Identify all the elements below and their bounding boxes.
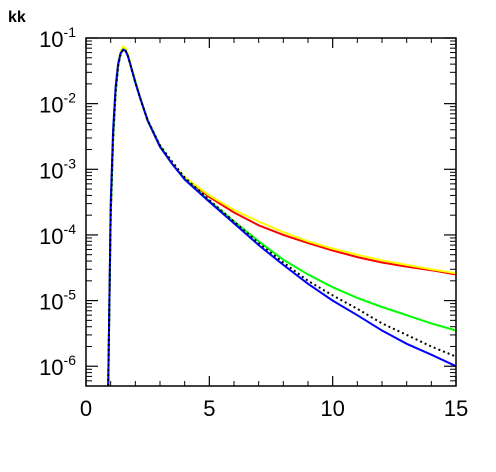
series-line-2 xyxy=(107,45,457,387)
y-tick-label: 10-3 xyxy=(39,155,76,183)
y-tick-label: 10-5 xyxy=(39,287,76,315)
series-line-4 xyxy=(107,48,457,387)
series-layer xyxy=(107,45,457,387)
y-tick-label: 10-2 xyxy=(39,90,76,118)
y-tick-label: 10-6 xyxy=(39,352,76,380)
y-tick-label: 10-1 xyxy=(39,24,76,52)
series-line-3 xyxy=(107,48,457,387)
x-tick-label: 0 xyxy=(80,396,92,421)
x-tick-label: 10 xyxy=(320,396,344,421)
series-line-5 xyxy=(107,48,457,387)
x-axis: 0 5 10 15 xyxy=(80,38,468,421)
plot-frame xyxy=(85,37,457,387)
y-tick-label: 10-4 xyxy=(39,221,76,249)
x-tick-label: 5 xyxy=(203,396,215,421)
series-line-1 xyxy=(107,47,457,387)
x-tick-label: 15 xyxy=(444,396,468,421)
chart-title: kk xyxy=(8,9,26,26)
y-axis: 10-6 10-5 10-4 10-3 10-2 10-1 xyxy=(39,24,456,387)
